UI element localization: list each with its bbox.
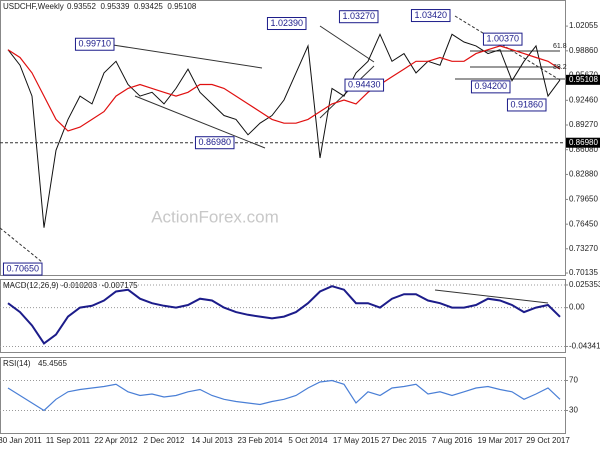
x-tick-label: 11 Sep 2011 bbox=[46, 436, 91, 445]
annotation-label: 0.94430 bbox=[348, 79, 381, 89]
trendline bbox=[0, 227, 43, 263]
price-marker bbox=[566, 137, 600, 148]
price-marker bbox=[566, 74, 600, 85]
readout: -0.007175 bbox=[102, 281, 139, 290]
y-tick-label: 0.73270 bbox=[569, 244, 598, 253]
series-line bbox=[7, 45, 561, 132]
y-tick-label: -0.043419 bbox=[569, 342, 600, 351]
annotation-box bbox=[74, 37, 115, 51]
x-tick-label: 30 Jan 2011 bbox=[0, 436, 42, 445]
readout: 0.93552 bbox=[67, 2, 96, 11]
x-tick-label: 5 Oct 2014 bbox=[288, 436, 328, 445]
x-tick-label: 29 Oct 2017 bbox=[526, 436, 570, 445]
panel-title: USDCHF,Weekly bbox=[3, 2, 64, 11]
annotation-label: 1.03420 bbox=[414, 10, 447, 20]
panel-title: RSI(14) bbox=[3, 359, 31, 368]
series-line bbox=[7, 33, 561, 228]
price-panel bbox=[0, 0, 566, 276]
series-line bbox=[7, 285, 561, 345]
annotation-box bbox=[410, 9, 451, 23]
fib-label: 38.2 bbox=[553, 64, 567, 71]
series-line bbox=[7, 379, 561, 412]
x-tick-label: 2 Dec 2012 bbox=[144, 436, 185, 445]
annotation-label: 0.70650 bbox=[6, 263, 39, 273]
annotation-box bbox=[506, 98, 547, 112]
annotation-box bbox=[338, 10, 379, 24]
rsi-panel bbox=[0, 357, 566, 434]
trendline bbox=[319, 65, 375, 119]
watermark: ActionForex.com bbox=[151, 207, 279, 226]
y-tick-label: 0.025353 bbox=[569, 280, 600, 289]
annotation-box bbox=[194, 136, 235, 150]
annotation-label: 1.03270 bbox=[342, 11, 375, 21]
y-tick-label: 70 bbox=[569, 376, 578, 385]
x-tick-label: 27 Dec 2015 bbox=[381, 436, 427, 445]
trendline bbox=[134, 95, 266, 149]
annotation-label: 0.91860 bbox=[510, 99, 543, 109]
x-tick-label: 23 Feb 2014 bbox=[238, 436, 283, 445]
macd-panel bbox=[0, 279, 566, 353]
x-tick-label: 19 Mar 2017 bbox=[478, 436, 523, 445]
x-tick-label: 22 Apr 2012 bbox=[94, 436, 138, 445]
readout: 45.4565 bbox=[38, 359, 67, 368]
annotation-label: 0.99710 bbox=[78, 39, 111, 49]
y-tick-label: 0.92460 bbox=[569, 95, 598, 104]
readout: 0.93425 bbox=[134, 2, 163, 11]
panel-title: MACD(12,26,9) bbox=[3, 281, 59, 290]
annotation-box bbox=[2, 262, 43, 276]
annotation-label: 1.00370 bbox=[486, 34, 519, 44]
y-tick-label: 0.76450 bbox=[569, 219, 598, 228]
y-tick-label: 0.86080 bbox=[569, 145, 598, 154]
readout: 0.95108 bbox=[167, 2, 196, 11]
y-tick-label: 0.70135 bbox=[569, 268, 598, 277]
readout: -0.010203 bbox=[61, 281, 98, 290]
annotation-box bbox=[266, 17, 307, 31]
annotation-box bbox=[482, 32, 523, 46]
x-tick-label: 14 Jul 2013 bbox=[191, 436, 233, 445]
annotation-label: 0.86980 bbox=[198, 137, 231, 147]
x-tick-label: 17 May 2015 bbox=[333, 436, 380, 445]
annotation-box bbox=[344, 78, 385, 92]
x-tick-label: 7 Aug 2016 bbox=[432, 436, 473, 445]
fib-label: 61.8 bbox=[553, 43, 567, 50]
price-marker-label: 0.86980 bbox=[569, 138, 598, 147]
y-tick-label: 30 bbox=[569, 406, 578, 415]
macd-trendline bbox=[434, 289, 549, 304]
readout: 0.95339 bbox=[100, 2, 129, 11]
annotation-box bbox=[470, 80, 511, 94]
y-tick-label: 0.82880 bbox=[569, 170, 598, 179]
y-tick-label: 0.98860 bbox=[569, 46, 598, 55]
price-marker-label: 0.95108 bbox=[569, 75, 598, 84]
annotation-label: 0.94200 bbox=[474, 81, 507, 91]
y-tick-label: 0.89270 bbox=[569, 120, 598, 129]
y-tick-label: 0.79650 bbox=[569, 195, 598, 204]
trendline bbox=[319, 25, 375, 63]
trendline bbox=[112, 44, 263, 69]
y-tick-label: 1.02055 bbox=[569, 21, 598, 30]
y-tick-label: 0.00 bbox=[569, 303, 585, 312]
annotation-label: 1.02390 bbox=[270, 18, 303, 28]
